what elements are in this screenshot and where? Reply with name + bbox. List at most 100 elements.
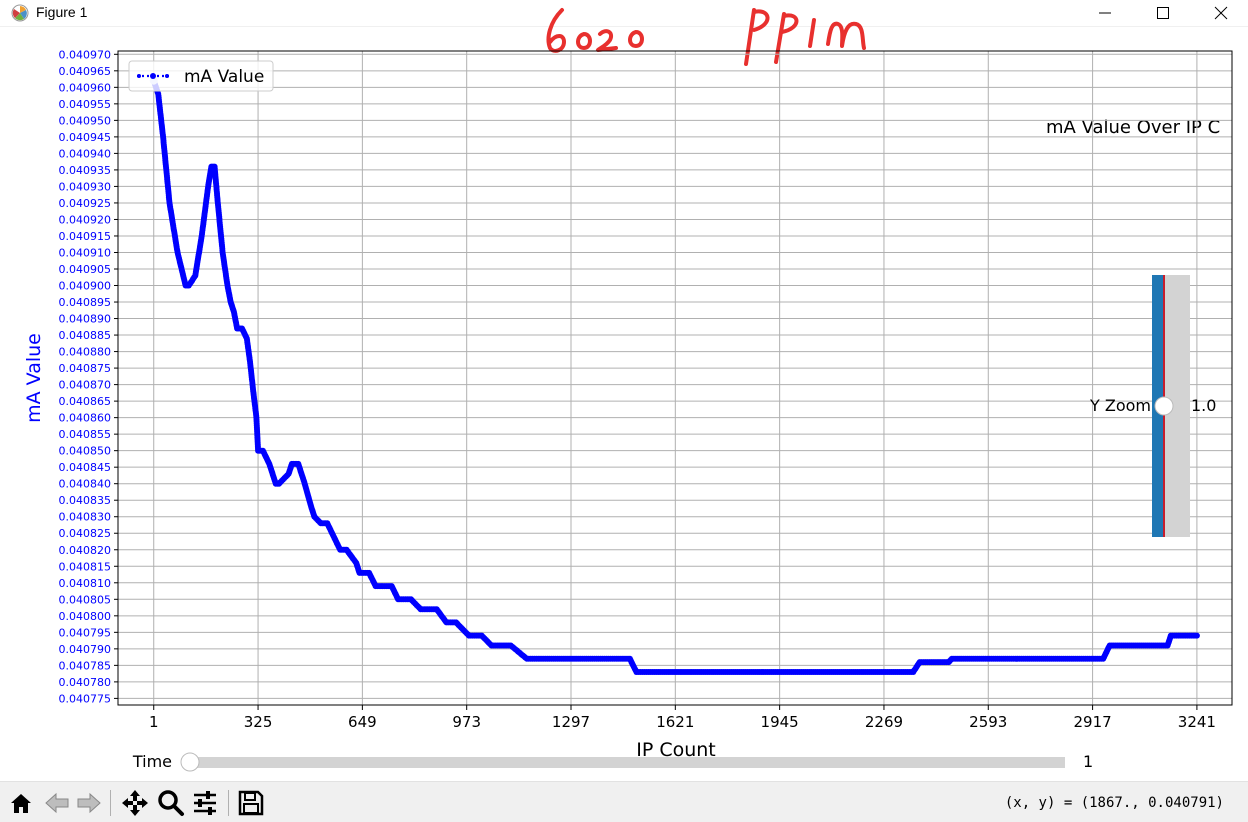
- navigation-toolbar: (x, y) = (1867., 0.040791): [0, 781, 1248, 822]
- close-button[interactable]: [1192, 0, 1248, 26]
- x-tick-labels: 1 325 649 973 1297 1621 1945 2269 2593 2917 3241: [149, 713, 1216, 731]
- maximize-icon: [1157, 7, 1169, 19]
- minimize-button[interactable]: [1076, 0, 1134, 26]
- x-tick-label: 649: [348, 713, 377, 731]
- grid-lines: [114, 51, 1232, 710]
- x-tick-label: 2593: [969, 713, 1007, 731]
- y-tick-label: 0.040825: [59, 527, 112, 540]
- y-tick-label: 0.040865: [59, 395, 112, 408]
- home-button[interactable]: [6, 788, 36, 818]
- y-tick-label: 0.040820: [59, 544, 112, 557]
- coordinate-readout: (x, y) = (1867., 0.040791): [1004, 795, 1224, 811]
- home-icon: [11, 794, 31, 813]
- zoom-button[interactable]: [156, 788, 186, 818]
- figure-canvas[interactable]: mA Value Over IP C 0.0407750.0407800.040…: [0, 26, 1248, 781]
- back-arrow-icon: [45, 792, 69, 814]
- y-tick-label: 0.040940: [59, 147, 112, 160]
- y-tick-label: 0.040905: [59, 263, 112, 276]
- y-axis-label: mA Value: [23, 333, 45, 423]
- y-tick-label: 0.040910: [59, 246, 112, 259]
- window-titlebar: Figure 1: [0, 0, 1248, 27]
- y-tick-label: 0.040810: [59, 577, 112, 590]
- y-tick-label: 0.040775: [59, 692, 112, 705]
- chart-title: mA Value Over IP C: [1046, 117, 1220, 138]
- close-icon: [1214, 6, 1228, 20]
- x-tick-label: 973: [452, 713, 481, 731]
- x-tick-label: 1621: [656, 713, 694, 731]
- y-tick-label: 0.040880: [59, 346, 112, 359]
- y-tick-labels: 0.040775 0.040780 0.040785 0.040790 0.040795…: [59, 48, 112, 705]
- legend-entry-mA-value: mA Value: [184, 67, 264, 87]
- y-tick-label: 0.040970: [59, 48, 112, 61]
- y-zoom-label: Y Zoom: [1089, 396, 1151, 415]
- maximize-button[interactable]: [1134, 0, 1192, 26]
- matplotlib-logo-icon: [11, 4, 29, 22]
- time-slider-track[interactable]: [190, 757, 1065, 768]
- y-tick-label: 0.040800: [59, 610, 112, 623]
- x-tick-label: 3241: [1178, 713, 1216, 731]
- y-tick-label: 0.040925: [59, 197, 112, 210]
- x-tick-label: 1945: [761, 713, 799, 731]
- pan-button[interactable]: [120, 788, 150, 818]
- y-zoom-value: 1.0: [1191, 396, 1216, 415]
- data-point-marker: [1193, 632, 1200, 639]
- y-tick-label: 0.040855: [59, 428, 112, 441]
- y-tick-label: 0.040840: [59, 478, 112, 491]
- toolbar-separator: [110, 790, 111, 816]
- toolbar-separator: [228, 790, 229, 816]
- y-zoom-slider-handle[interactable]: [1154, 396, 1174, 416]
- x-axis-label: IP Count: [636, 739, 716, 761]
- back-button[interactable]: [42, 788, 72, 818]
- y-zoom-slider[interactable]: [1152, 275, 1190, 537]
- y-tick-label: 0.040780: [59, 676, 112, 689]
- forward-button[interactable]: [74, 788, 104, 818]
- window-title: Figure 1: [36, 4, 88, 20]
- y-tick-label: 0.040965: [59, 65, 112, 78]
- y-tick-label: 0.040945: [59, 131, 112, 144]
- forward-arrow-icon: [77, 792, 101, 814]
- pan-move-icon: [122, 790, 148, 816]
- y-tick-label: 0.040785: [59, 659, 112, 672]
- y-tick-label: 0.040845: [59, 461, 112, 474]
- time-slider-value: 1: [1083, 752, 1093, 771]
- y-tick-label: 0.040895: [59, 296, 112, 309]
- configure-subplots-button[interactable]: [190, 788, 220, 818]
- time-slider-handle[interactable]: [180, 752, 200, 772]
- plot-frame: [117, 50, 1233, 706]
- y-tick-label: 0.040920: [59, 213, 112, 226]
- save-button[interactable]: [236, 788, 266, 818]
- y-tick-label: 0.040960: [59, 81, 112, 94]
- y-tick-label: 0.040835: [59, 494, 112, 507]
- y-tick-label: 0.040850: [59, 445, 112, 458]
- time-slider[interactable]: [180, 752, 1065, 772]
- y-tick-label: 0.040930: [59, 180, 112, 193]
- x-tick-label: 2917: [1073, 713, 1111, 731]
- y-tick-label: 0.040815: [59, 560, 112, 573]
- minimize-icon: [1099, 12, 1111, 14]
- y-tick-label: 0.040885: [59, 329, 112, 342]
- y-tick-label: 0.040860: [59, 412, 112, 425]
- y-tick-label: 0.040915: [59, 230, 112, 243]
- y-tick-label: 0.040955: [59, 98, 112, 111]
- x-tick-label: 1297: [552, 713, 590, 731]
- y-tick-label: 0.040805: [59, 593, 112, 606]
- y-tick-label: 0.040795: [59, 626, 112, 639]
- y-tick-label: 0.040950: [59, 114, 112, 127]
- legend-marker: [150, 73, 156, 79]
- y-tick-label: 0.040900: [59, 280, 112, 293]
- y-tick-label: 0.040790: [59, 643, 112, 656]
- sliders-icon: [194, 791, 216, 815]
- x-tick-label: 2269: [865, 713, 903, 731]
- x-tick-label: 325: [244, 713, 273, 731]
- floppy-disk-icon: [238, 790, 264, 816]
- legend: mA Value: [128, 60, 274, 92]
- time-slider-label: Time: [132, 752, 172, 771]
- magnifier-icon: [158, 790, 184, 816]
- y-tick-label: 0.040875: [59, 362, 112, 375]
- x-tick-label: 1: [149, 713, 159, 731]
- y-tick-label: 0.040870: [59, 379, 112, 392]
- y-tick-label: 0.040890: [59, 313, 112, 326]
- series-mA-value: [149, 76, 1200, 675]
- y-tick-label: 0.040935: [59, 164, 112, 177]
- y-tick-label: 0.040830: [59, 511, 112, 524]
